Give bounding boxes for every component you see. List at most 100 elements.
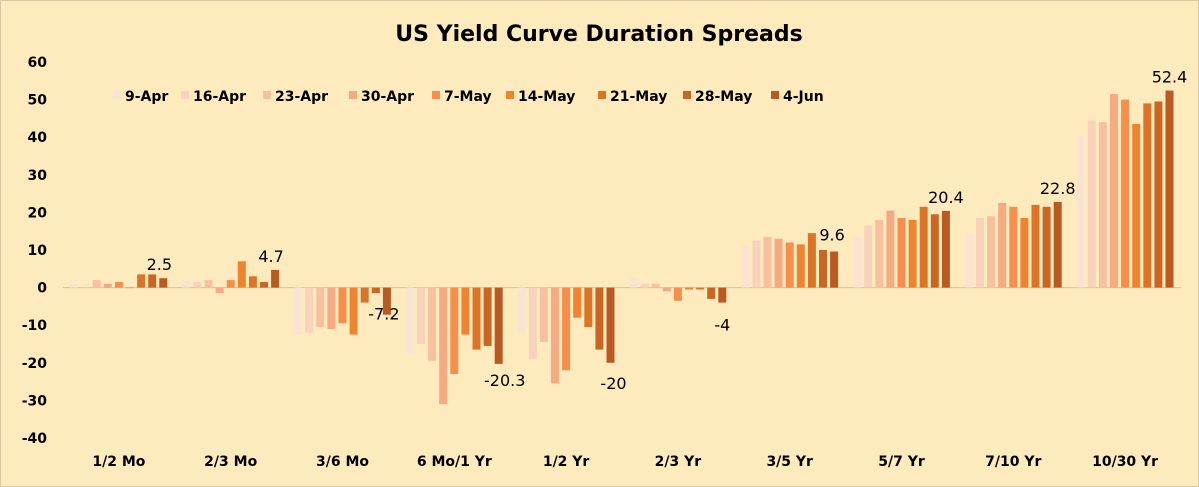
bars-group [70,90,1174,405]
bar [930,214,939,288]
bar [338,287,347,324]
bar [752,240,761,288]
bar [864,225,873,288]
bar [405,287,414,354]
bar [1132,124,1141,288]
bar [1087,120,1096,288]
legend-swatch [181,91,189,99]
bar [1031,204,1040,288]
bar [1053,201,1062,288]
x-category-label: 6 Mo/1 Yr [417,454,492,470]
bar [461,287,470,335]
bar [450,287,459,375]
bar [260,282,268,288]
legend-label: 4-Jun [783,89,824,105]
bar [1076,135,1085,288]
data-label: -4 [714,316,730,335]
legend-label: 9-Apr [125,89,168,105]
bar [629,278,638,288]
bar [92,280,101,288]
legend-item: 23-Apr [263,89,328,105]
bar [428,287,437,361]
legend-item: 4-Jun [771,89,824,105]
bar [137,274,146,288]
bar [1009,206,1018,288]
bar [651,283,660,288]
y-tick-label: 50 [28,93,48,109]
bar [382,287,391,315]
bar [875,219,884,288]
bar [517,287,526,333]
legend-swatch [598,91,606,99]
bar [248,276,257,288]
legend-swatch [349,91,357,99]
bar [718,287,727,303]
bar [640,283,649,288]
y-tick-label: -20 [22,356,48,372]
bar [215,287,224,294]
y-tick-label: -30 [22,393,48,409]
bar [763,236,772,288]
bar [897,218,906,288]
bar [103,283,112,288]
x-category-label: 3/5 Yr [766,454,813,470]
legend-label: 16-Apr [193,89,246,105]
bar [226,280,235,288]
legend-label: 23-Apr [275,89,328,105]
bar [853,236,862,288]
x-category-label: 1/2 Yr [543,454,590,470]
legend-item: 14-May [506,89,575,105]
bar [919,206,928,288]
bar [807,233,816,288]
bar [819,250,827,288]
bar [539,287,548,343]
data-label: -20.3 [484,371,525,390]
bar [360,287,369,303]
bar [562,287,571,371]
legend-item: 30-Apr [349,89,414,105]
bar [595,287,604,350]
legend-item: 28-May [683,89,752,105]
chart-title: US Yield Curve Duration Spreads [395,22,802,47]
y-tick-label: 20 [28,205,48,221]
bar [472,287,481,350]
bar [741,246,750,288]
bar [941,210,950,288]
bar [1098,122,1107,288]
bar [483,287,492,346]
bar [662,287,671,292]
bar [316,287,325,328]
bar [606,287,615,363]
bar [1020,218,1029,288]
legend-label: 28-May [695,89,752,105]
data-label: -7.2 [368,305,399,324]
y-tick-label: 0 [37,281,47,297]
bar [673,287,682,301]
bar [774,238,783,288]
y-tick-label: 40 [28,130,48,146]
bar [349,287,358,335]
legend-swatch [683,91,691,99]
x-category-label: 3/6 Mo [316,454,369,470]
bar [439,287,448,405]
bar [573,287,582,318]
data-label: 9.6 [819,226,844,245]
bar [707,287,716,299]
x-category-label: 5/7 Yr [878,454,925,470]
bar [908,219,917,288]
y-tick-label: -40 [22,431,48,447]
data-label: 20.4 [928,188,964,207]
bar [494,287,503,364]
bar [1042,206,1051,288]
bar [371,287,380,294]
data-label: 52.4 [1152,68,1188,87]
legend-item: 21-May [598,89,667,105]
bar [204,280,213,288]
legend-swatch [771,91,779,99]
legend-item: 7-May [432,89,492,105]
bar [584,287,593,328]
legend: 9-Apr 16-Apr 23-Apr 30-Apr 7-May 14-May 21-May… [113,89,824,105]
bar [551,287,559,384]
